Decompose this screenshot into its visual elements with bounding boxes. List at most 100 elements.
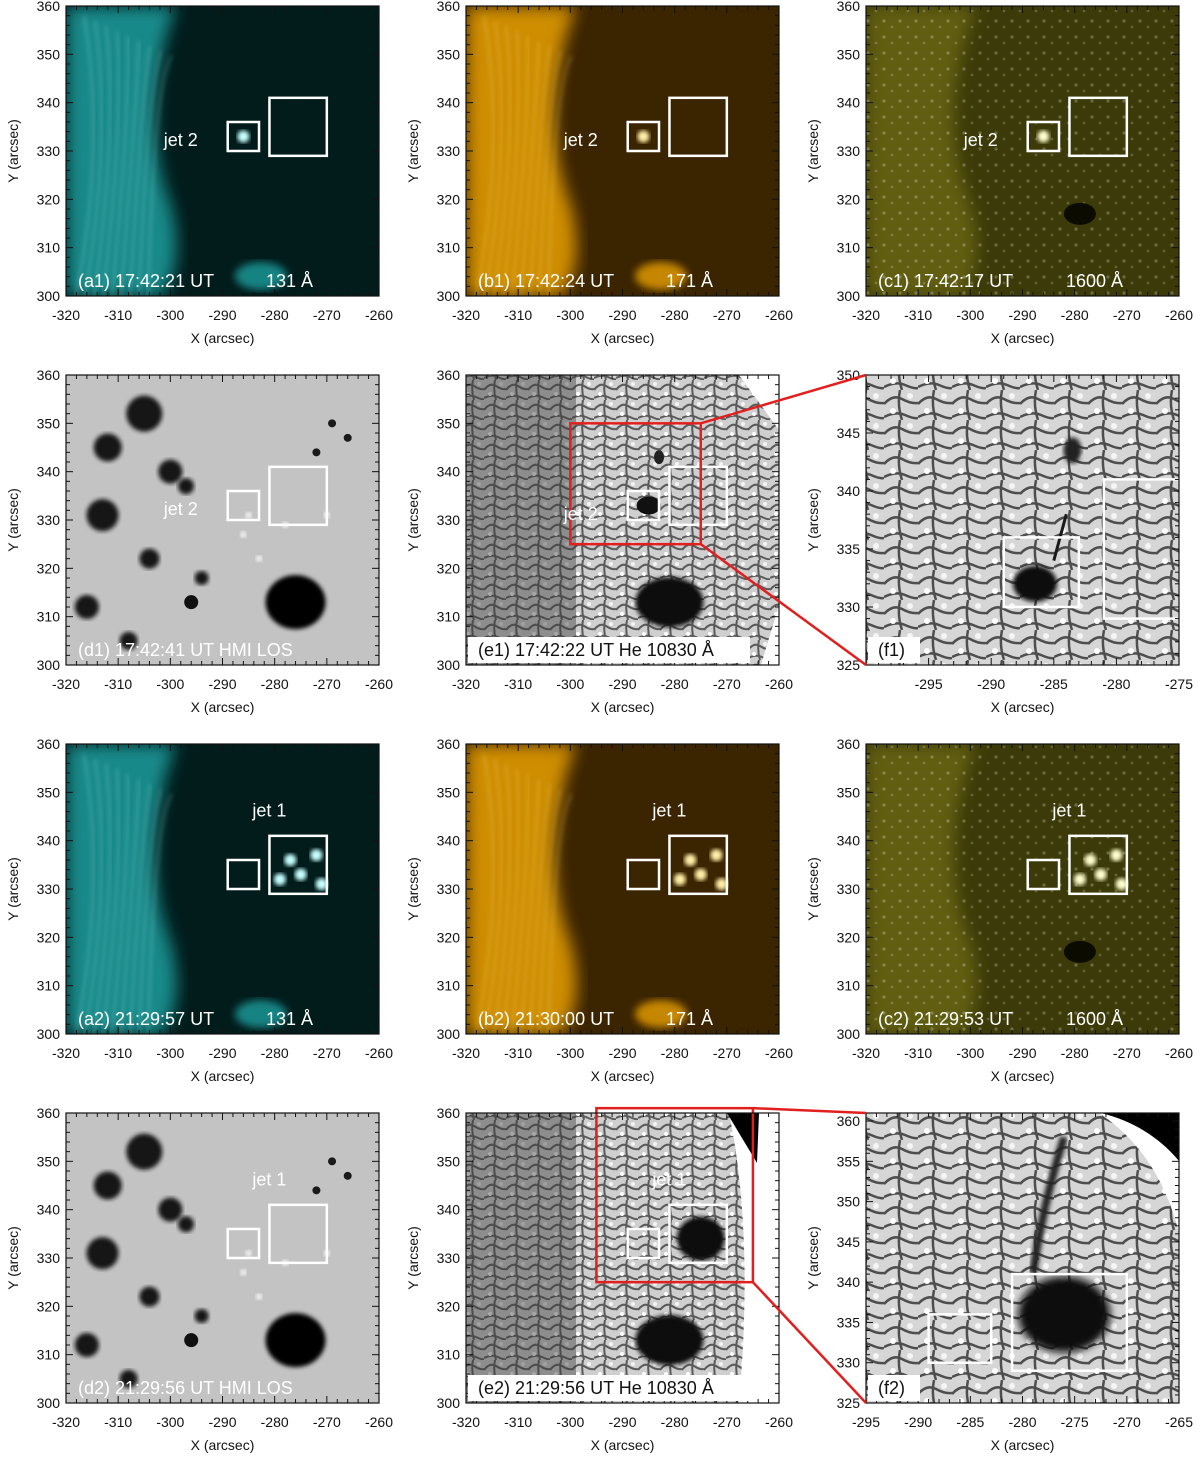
y-axis-label: Y (arcsec) xyxy=(405,1226,421,1290)
jet-label: jet 2 xyxy=(563,504,598,524)
image-a2 xyxy=(66,744,379,1034)
y-tick-label: 340 xyxy=(437,95,461,111)
region-box-1 xyxy=(626,489,661,522)
y-tick-label: 360 xyxy=(837,1113,861,1129)
region-box-1 xyxy=(1026,120,1061,153)
y-axis-label: Y (arcsec) xyxy=(805,1226,821,1290)
x-tick-label: -295 xyxy=(915,676,943,692)
panel-b2: -320 -310 -300 -290 -280 -270 -260 300 310 320 330… xyxy=(405,736,793,1084)
y-tick-label: 320 xyxy=(437,191,461,207)
y-tick-label: 350 xyxy=(437,415,461,431)
y-tick-label: 320 xyxy=(437,929,461,945)
y-tick-label: 350 xyxy=(37,46,61,62)
y-tick-label: 350 xyxy=(37,784,61,800)
y-tick-label: 340 xyxy=(37,833,61,849)
y-axis-label: Y (arcsec) xyxy=(805,857,821,921)
x-tick-label: -285 xyxy=(1040,676,1068,692)
y-tick-label: 330 xyxy=(837,1355,861,1371)
x-tick-label: -270 xyxy=(713,1045,741,1061)
x-tick-label: -310 xyxy=(504,1414,532,1430)
region-box-2 xyxy=(1010,1272,1129,1373)
y-tick-label: 330 xyxy=(837,881,861,897)
region-box-1 xyxy=(1026,858,1061,891)
image-e1 xyxy=(466,375,779,665)
y-tick-label: 330 xyxy=(437,512,461,528)
x-tick-label: -280 xyxy=(261,1045,289,1061)
x-tick-label: -270 xyxy=(313,676,341,692)
x-tick-label: -300 xyxy=(556,1414,584,1430)
x-tick-label: -320 xyxy=(52,307,80,323)
x-tick-label: -300 xyxy=(156,307,184,323)
x-tick-label: -310 xyxy=(104,1414,132,1430)
y-tick-label: 360 xyxy=(437,736,461,752)
x-axis-label: X (arcsec) xyxy=(991,330,1055,346)
x-tick-label: -310 xyxy=(504,1045,532,1061)
x-tick-label: -310 xyxy=(104,1045,132,1061)
y-tick-label: 300 xyxy=(437,288,461,304)
region-box-1 xyxy=(626,120,661,153)
y-tick-label: 360 xyxy=(437,367,461,383)
x-tick-label: -260 xyxy=(1165,307,1193,323)
panel-a2: -320 -310 -300 -290 -280 -270 -260 300 310 320 330… xyxy=(5,736,393,1084)
region-box-2 xyxy=(1068,96,1129,158)
x-tick-label: -280 xyxy=(261,1414,289,1430)
zoom-box-e2 xyxy=(595,1106,755,1284)
panel-label: (a1) 17:42:21 UT xyxy=(78,271,214,291)
channel-label: 131 Å xyxy=(266,1009,313,1029)
panel-label: (f2) xyxy=(878,1378,905,1398)
y-axis-label: Y (arcsec) xyxy=(405,857,421,921)
y-tick-label: 310 xyxy=(37,1347,61,1363)
y-tick-label: 360 xyxy=(437,1105,461,1121)
y-tick-label: 340 xyxy=(837,833,861,849)
image-b1 xyxy=(466,6,779,296)
x-tick-label: -310 xyxy=(904,307,932,323)
x-tick-label: -290 xyxy=(608,307,636,323)
x-tick-label: -275 xyxy=(1061,1414,1089,1430)
region-box-2 xyxy=(268,465,329,527)
x-axis-label: X (arcsec) xyxy=(591,1437,655,1453)
x-tick-label: -290 xyxy=(1008,307,1036,323)
y-tick-label: 330 xyxy=(437,881,461,897)
region-box-1 xyxy=(226,120,261,153)
region-box-2 xyxy=(668,1203,729,1265)
y-axis-label: Y (arcsec) xyxy=(5,488,21,552)
x-tick-label: -270 xyxy=(313,1414,341,1430)
x-tick-label: -320 xyxy=(52,1414,80,1430)
x-tick-label: -290 xyxy=(977,676,1005,692)
y-tick-label: 310 xyxy=(37,609,61,625)
x-tick-label: -270 xyxy=(1113,1045,1141,1061)
y-tick-label: 350 xyxy=(437,784,461,800)
y-tick-label: 360 xyxy=(37,367,61,383)
x-tick-label: -320 xyxy=(452,1045,480,1061)
y-tick-label: 340 xyxy=(37,1202,61,1218)
panel-label: (b2) 21:30:00 UT xyxy=(478,1009,614,1029)
y-tick-label: 300 xyxy=(37,1026,61,1042)
y-tick-label: 360 xyxy=(37,1105,61,1121)
y-tick-label: 330 xyxy=(37,1250,61,1266)
panel-label: (d1) 17:42:41 UT HMI LOS xyxy=(78,640,293,660)
y-tick-label: 320 xyxy=(437,1298,461,1314)
image-c1 xyxy=(866,6,1179,296)
y-tick-label: 300 xyxy=(837,1026,861,1042)
y-tick-label: 310 xyxy=(437,609,461,625)
x-tick-label: -280 xyxy=(1061,1045,1089,1061)
x-tick-label: -280 xyxy=(661,1045,689,1061)
x-tick-label: -275 xyxy=(1165,676,1193,692)
region-box-1 xyxy=(626,1227,661,1260)
y-tick-label: 355 xyxy=(837,1153,861,1169)
y-tick-label: 330 xyxy=(437,1250,461,1266)
channel-label: 1600 Å xyxy=(1066,271,1123,291)
y-tick-label: 300 xyxy=(837,288,861,304)
channel-label: 1600 Å xyxy=(1066,1009,1123,1029)
y-tick-label: 325 xyxy=(837,657,861,673)
x-tick-label: -300 xyxy=(556,1045,584,1061)
y-tick-label: 330 xyxy=(437,143,461,159)
x-tick-label: -320 xyxy=(852,307,880,323)
y-tick-label: 310 xyxy=(37,240,61,256)
panel-label: (c2) 21:29:53 UT xyxy=(878,1009,1013,1029)
image-e2 xyxy=(466,1113,779,1403)
channel-label: 131 Å xyxy=(266,271,313,291)
jet-label: jet 1 xyxy=(651,1170,686,1190)
y-axis-label: Y (arcsec) xyxy=(5,1226,21,1290)
x-axis-label: X (arcsec) xyxy=(991,699,1055,715)
